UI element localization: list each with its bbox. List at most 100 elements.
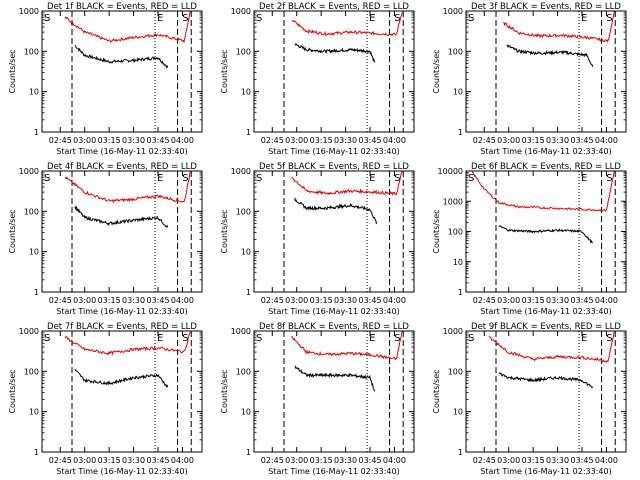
marker-e: E [581,333,587,344]
x-tick-label: 03:15 [98,296,121,305]
y-axis-label: Counts/sec [220,49,229,93]
x-tick-label: 03:00 [73,296,96,305]
events-series-line [74,368,169,388]
plot-frame [41,170,203,293]
detector-panel: Det 4f BLACK = Events, RED = LLD 1 10 100 10… [8,162,203,316]
x-tick-label: 04:00 [171,296,194,305]
x-tick-label: 04:00 [171,136,194,145]
marker-e: E [369,13,375,24]
y-tick-label: 1 [458,448,463,457]
events-series-line [506,44,594,67]
marker-s-left: S [468,13,474,24]
x-tick-label: 04:00 [383,456,406,465]
x-tick-label: 03:30 [122,136,145,145]
x-tick-label: 03:45 [570,136,593,145]
y-axis-label: Counts/sec [432,369,441,413]
y-tick-label: 10 [29,408,39,417]
y-tick-label: 1000 [19,167,39,176]
x-tick-label: 03:45 [358,296,381,305]
lld-series-line [291,331,403,361]
y-tick-label: 1000 [19,7,39,16]
marker-e: E [369,333,375,344]
x-tick-label: 03:00 [497,296,520,305]
x-axis-label: Start Time (16-May-11 02:33:40) [268,147,399,156]
x-tick-label: 03:15 [310,456,333,465]
marker-s-right: S [182,173,188,184]
marker-s-right: S [182,333,188,344]
y-tick-label: 100 [448,47,463,56]
y-tick-label: 1 [34,448,39,457]
y-tick-label: 1000 [231,327,251,336]
plot-frame [253,330,415,453]
marker-s-left: S [256,13,262,24]
detector-panel: Det 9f BLACK = Events, RED = LLD 1 10 100 10… [432,322,627,476]
plot-frame [41,10,203,133]
y-tick-label: 1000 [231,7,251,16]
y-axis-label: Counts/sec [8,369,17,413]
lld-series-line [64,11,191,44]
marker-s-left: S [256,333,262,344]
marker-s-right: S [394,333,400,344]
y-axis-label: Counts/sec [432,49,441,93]
marker-s-left: S [44,173,50,184]
y-tick-label: 100 [24,367,39,376]
x-axis-label: Start Time (16-May-11 02:33:40) [480,147,611,156]
detector-panel: Det 8f BLACK = Events, RED = LLD 1 10 100 10… [220,322,415,476]
x-tick-label: 03:45 [570,296,593,305]
events-series-line [498,225,594,244]
lld-series-line [291,171,403,196]
x-tick-label: 04:00 [383,296,406,305]
x-tick-label: 03:45 [146,456,169,465]
panel-title: Det 7f BLACK = Events, RED = LLD [47,322,197,332]
x-tick-label: 03:15 [522,296,545,305]
x-tick-label: 04:00 [383,136,406,145]
y-axis-label: Counts/sec [8,49,17,93]
y-tick-label: 1 [246,128,251,137]
marker-s-right: S [606,333,612,344]
x-tick-label: 02:45 [261,456,284,465]
y-tick-label: 10 [29,88,39,97]
x-tick-label: 03:30 [122,456,145,465]
y-tick-label: 1000 [443,7,463,16]
x-tick-label: 03:00 [73,136,96,145]
panel-title: Det 6f BLACK = Events, RED = LLD [471,162,621,172]
detector-panel: Det 6f BLACK = Events, RED = LLD 1 10 100 10… [432,162,627,316]
x-tick-label: 03:45 [358,456,381,465]
marker-e: E [369,173,375,184]
y-axis-label: Counts/sec [220,209,229,253]
marker-s-right: S [606,173,612,184]
x-tick-label: 03:45 [146,296,169,305]
events-series-line [74,45,169,69]
x-axis-label: Start Time (16-May-11 02:33:40) [56,467,187,476]
x-tick-label: 03:00 [73,456,96,465]
y-tick-label: 100 [24,207,39,216]
x-tick-label: 03:30 [334,136,357,145]
panel-title: Det 5f BLACK = Events, RED = LLD [259,162,409,172]
y-tick-label: 1 [34,288,39,297]
plot-frame [465,330,627,453]
x-tick-label: 03:00 [285,296,308,305]
x-tick-label: 02:45 [261,136,284,145]
x-tick-label: 02:45 [49,456,72,465]
y-axis-label: Counts/sec [8,209,17,253]
x-axis-label: Start Time (16-May-11 02:33:40) [56,307,187,316]
detector-panel: Det 3f BLACK = Events, RED = LLD 1 10 100 10… [432,2,627,156]
x-tick-label: 03:15 [310,136,333,145]
events-series-line [294,197,378,225]
x-tick-label: 04:00 [595,136,618,145]
x-tick-label: 03:15 [522,136,545,145]
lld-series-line [488,331,615,363]
x-tick-label: 03:15 [98,136,121,145]
x-tick-label: 03:00 [497,456,520,465]
x-tick-label: 04:00 [595,296,618,305]
x-tick-label: 03:00 [285,456,308,465]
y-tick-label: 10 [241,88,251,97]
marker-s-right: S [182,13,188,24]
y-axis-label: Counts/sec [432,209,441,253]
x-tick-label: 03:45 [146,136,169,145]
x-tick-label: 03:15 [522,456,545,465]
panel-title: Det 2f BLACK = Events, RED = LLD [259,2,409,12]
x-tick-label: 03:00 [497,136,520,145]
x-tick-label: 02:45 [49,136,72,145]
x-tick-label: 03:15 [310,296,333,305]
